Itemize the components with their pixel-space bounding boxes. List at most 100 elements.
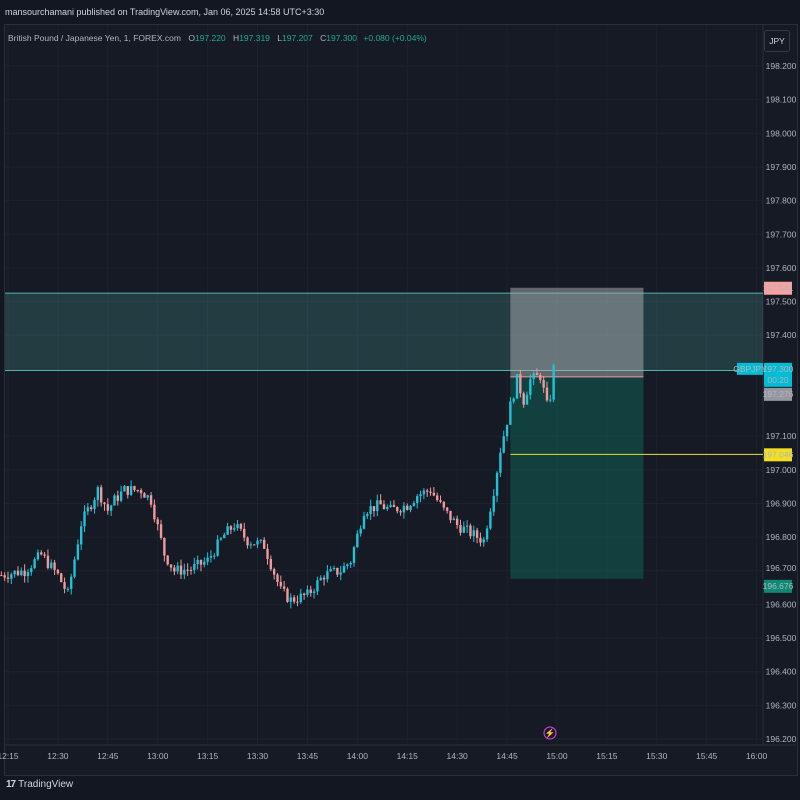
- candle-body: [499, 452, 502, 473]
- symbol-tag-label: GBPJPY: [733, 364, 767, 374]
- candle-body: [382, 504, 386, 510]
- price-tick-label: 197.800: [766, 196, 797, 206]
- high-value: 197.319: [239, 33, 270, 43]
- candle-body: [0, 575, 3, 577]
- candle-body: [329, 569, 332, 572]
- candle-body: [485, 528, 489, 540]
- candle-body: [416, 496, 419, 503]
- candle-body: [492, 495, 495, 512]
- candle-body: [552, 365, 555, 400]
- candle-body: [246, 537, 249, 546]
- price-tick-label: 197.000: [766, 465, 797, 475]
- candle-body: [96, 487, 100, 501]
- candle-body: [539, 375, 542, 380]
- candle-body: [269, 558, 273, 570]
- candle-body: [462, 526, 465, 533]
- time-tick-label: 13:15: [197, 751, 219, 761]
- target-price-label-bg: [764, 579, 792, 593]
- candle-body: [396, 507, 399, 512]
- entry-price-label: 197.276: [763, 389, 794, 399]
- currency-button[interactable]: JPY: [764, 30, 790, 52]
- candle-body: [43, 554, 46, 556]
- time-tick-label: 14:30: [447, 751, 469, 761]
- logo-text: TradingView: [18, 779, 74, 790]
- candle-body: [409, 505, 412, 510]
- candle-body: [386, 506, 389, 510]
- price-tick-label: 197.900: [766, 162, 797, 172]
- candle-body: [30, 568, 33, 573]
- candle-body: [322, 577, 326, 580]
- candle-body: [376, 500, 379, 512]
- candle-body: [223, 534, 226, 539]
- candle-body: [262, 539, 266, 549]
- candle-body: [149, 495, 153, 505]
- candle-body: [146, 495, 149, 498]
- candle-body: [186, 569, 189, 571]
- time-tick-label: 14:00: [347, 751, 369, 761]
- candle-body: [139, 490, 143, 494]
- candle-body: [126, 486, 129, 495]
- candle-body: [356, 533, 359, 548]
- candle-body: [153, 504, 156, 520]
- candle-body: [502, 436, 505, 453]
- candle-body: [33, 559, 36, 569]
- time-tick-label: 15:30: [646, 751, 668, 761]
- candle-body: [402, 505, 406, 513]
- candle-body: [10, 574, 13, 579]
- candle-body: [6, 577, 10, 579]
- candle-body: [489, 511, 492, 529]
- candle-body: [349, 562, 352, 565]
- candle-body: [20, 570, 23, 576]
- price-tick-label: 196.600: [766, 599, 797, 609]
- candle-body: [342, 566, 346, 573]
- time-tick-label: 12:30: [47, 751, 69, 761]
- candle-body: [79, 526, 83, 545]
- chart-pane[interactable]: [4, 24, 798, 776]
- candle-body: [50, 562, 53, 568]
- symbol-legend: British Pound / Japanese Yen, 1, FOREX.c…: [8, 33, 427, 43]
- candle-body: [249, 544, 253, 546]
- candle-body: [532, 373, 535, 380]
- symbol-name[interactable]: British Pound / Japanese Yen, 1, FOREX.c…: [8, 33, 181, 43]
- candle-body: [256, 540, 259, 545]
- candle-body: [339, 572, 342, 575]
- candle-body: [422, 490, 426, 495]
- lightning-icon-glyph: ⚡: [545, 728, 556, 739]
- candle-body: [106, 504, 110, 511]
- time-tick-label: 13:00: [147, 751, 169, 761]
- price-tick-label: 196.800: [766, 532, 797, 542]
- candle-body: [412, 502, 416, 506]
- candle-body: [56, 569, 60, 574]
- candle-body: [366, 514, 369, 517]
- candle-body: [129, 486, 133, 495]
- price-tick-label: 196.700: [766, 563, 797, 573]
- candle-body: [266, 548, 269, 559]
- candle-body: [226, 526, 229, 535]
- tradingview-logo: 17 TradingView: [6, 779, 73, 790]
- candle-body: [299, 593, 302, 603]
- candle-body: [219, 538, 223, 540]
- time-tick-label: 16:00: [746, 751, 768, 761]
- candle-body: [279, 581, 283, 587]
- candle-body: [362, 516, 366, 529]
- position-stop-zone: [510, 287, 644, 377]
- candle-body: [292, 597, 296, 602]
- price-tick-label: 196.500: [766, 633, 797, 643]
- candle-body: [522, 393, 525, 405]
- target-price-label: 196.676: [763, 581, 794, 591]
- close-value: 197.300: [326, 33, 358, 43]
- candle-body: [233, 528, 236, 530]
- lightning-icon: [543, 726, 557, 740]
- candle-body: [119, 491, 123, 501]
- candle-body: [143, 493, 146, 498]
- candle-body: [312, 591, 316, 593]
- candle-body: [475, 530, 479, 538]
- last-price-label-bg: [764, 362, 792, 387]
- candle-body: [302, 593, 306, 595]
- candle-body: [259, 539, 263, 541]
- time-tick-label: 15:00: [546, 751, 568, 761]
- candle-body: [203, 561, 206, 565]
- candle-body: [352, 547, 356, 563]
- price-tick-label: 197.700: [766, 229, 797, 239]
